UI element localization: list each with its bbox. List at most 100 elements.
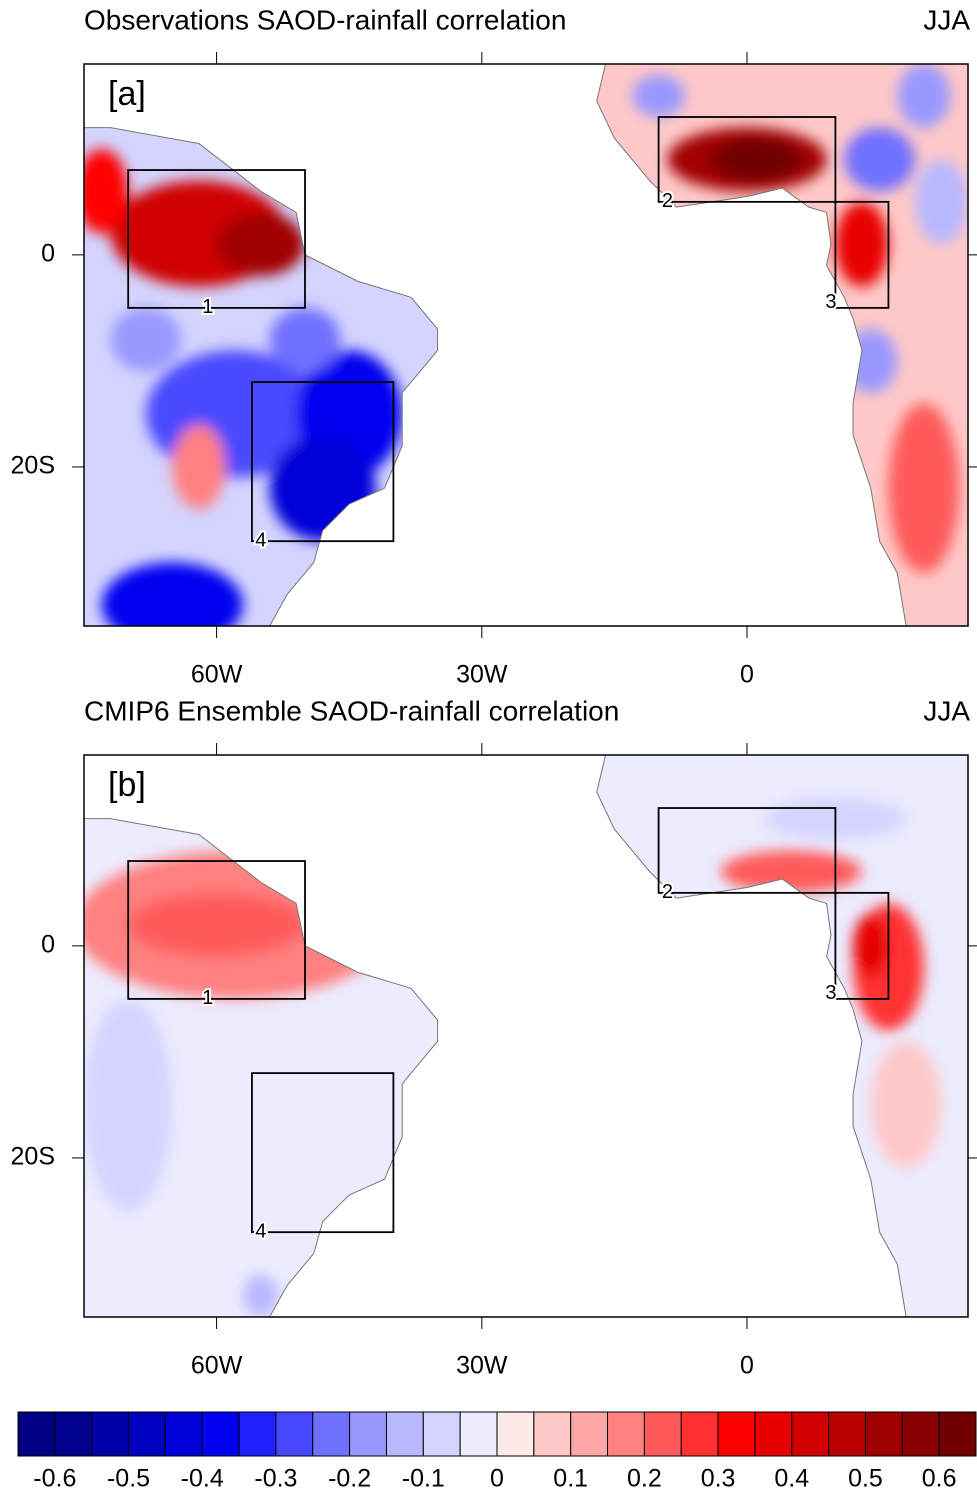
region-box bbox=[251, 1072, 395, 1234]
field-blobs bbox=[632, 64, 968, 573]
y-tick-label: 20S bbox=[11, 452, 55, 480]
season-label: JJA bbox=[923, 4, 970, 35]
colorbar-swatch bbox=[91, 1411, 130, 1457]
colorbar-swatch bbox=[791, 1411, 830, 1457]
colorbar-swatch bbox=[349, 1411, 387, 1457]
region-label: 3 bbox=[825, 982, 836, 1004]
region-label: 4 bbox=[255, 1220, 266, 1242]
colorbar-swatch bbox=[422, 1411, 461, 1457]
colorbar-label: 0.3 bbox=[701, 1465, 736, 1493]
colorbar-swatch bbox=[754, 1411, 793, 1457]
map-panel: CMIP6 Ensemble SAOD-rainfall correlation… bbox=[11, 695, 977, 1380]
x-tick-label: 0 bbox=[740, 661, 754, 689]
colorbar-label: -0.5 bbox=[107, 1465, 150, 1493]
field-blob bbox=[269, 435, 376, 542]
panel-label: [b] bbox=[108, 766, 146, 804]
field-blob bbox=[84, 148, 129, 234]
region-box bbox=[834, 891, 890, 1000]
season-label: JJA bbox=[923, 695, 970, 726]
x-tick-label: 30W bbox=[456, 661, 508, 689]
field-blob bbox=[172, 424, 226, 510]
y-tick-label: 0 bbox=[41, 930, 55, 958]
colorbar-swatch bbox=[54, 1411, 93, 1457]
region-label: 2 bbox=[662, 881, 673, 903]
colorbar-swatch bbox=[164, 1411, 203, 1457]
field-blob bbox=[870, 1041, 942, 1169]
field-blob bbox=[216, 212, 305, 277]
x-tick-label: 0 bbox=[740, 1352, 754, 1380]
map-frame bbox=[83, 754, 969, 1318]
field-blob bbox=[84, 998, 173, 1211]
colorbar-label: 0.2 bbox=[627, 1465, 662, 1493]
region-box bbox=[657, 116, 837, 203]
colorbar-label: -0.3 bbox=[254, 1465, 297, 1493]
field-blob bbox=[632, 74, 686, 118]
colorbar-swatch bbox=[385, 1411, 424, 1457]
coastline bbox=[84, 818, 439, 1317]
colorbar-label: -0.4 bbox=[181, 1465, 224, 1493]
region-label: 1 bbox=[202, 296, 213, 318]
panel-label: [a] bbox=[108, 75, 146, 113]
coastline bbox=[596, 755, 968, 1317]
colorbar-swatch bbox=[496, 1411, 535, 1457]
colorbar-label: -0.1 bbox=[402, 1465, 445, 1493]
colorbar-swatch bbox=[238, 1411, 277, 1457]
region-box bbox=[127, 860, 306, 1000]
region-label: 3 bbox=[825, 291, 836, 313]
colorbar-label: 0.1 bbox=[553, 1465, 588, 1493]
region-box bbox=[251, 381, 395, 543]
colorbar-swatch bbox=[312, 1411, 351, 1457]
field-blob bbox=[853, 914, 889, 978]
colorbar-swatch bbox=[938, 1411, 977, 1457]
colorbar-swatch bbox=[275, 1411, 314, 1457]
field-blob bbox=[128, 892, 305, 957]
field-blob bbox=[835, 201, 889, 287]
colorbar-label: 0 bbox=[490, 1465, 504, 1493]
field-blob bbox=[897, 64, 951, 128]
colorbar-label: 0.6 bbox=[922, 1465, 957, 1493]
field-blob bbox=[711, 138, 801, 181]
field-blob bbox=[101, 562, 244, 626]
colorbar-swatch bbox=[680, 1411, 719, 1457]
field-blob bbox=[844, 127, 915, 192]
region-label: 4 bbox=[255, 529, 266, 551]
y-tick-label: 0 bbox=[41, 239, 55, 267]
field-blob bbox=[110, 307, 182, 372]
colorbar-swatch bbox=[864, 1411, 903, 1457]
colorbar-swatch bbox=[607, 1411, 645, 1457]
region-box bbox=[834, 200, 890, 309]
field-blob bbox=[269, 307, 341, 372]
colorbar-swatch bbox=[17, 1411, 56, 1457]
field-blob bbox=[844, 329, 898, 393]
panel-title: Observations SAOD-rainfall correlation bbox=[84, 4, 566, 35]
coastline bbox=[596, 64, 968, 626]
region-box bbox=[657, 807, 837, 894]
map-frame bbox=[83, 63, 969, 627]
field-blob bbox=[888, 403, 960, 573]
colorbar: -0.6 -0.5 -0.4 -0.3 -0.2 -0.1 0 0.1 0.2 0.3 0.4 0.5… bbox=[17, 1411, 977, 1493]
field-blob bbox=[243, 1274, 279, 1317]
colorbar-label: -0.6 bbox=[33, 1465, 76, 1493]
map-panel: Observations SAOD-rainfall correlation JJ… bbox=[11, 4, 977, 689]
field-blob bbox=[720, 850, 862, 893]
y-tick-label: 20S bbox=[11, 1143, 55, 1171]
field-blob bbox=[914, 159, 968, 245]
colorbar-swatch bbox=[201, 1411, 240, 1457]
colorbar-swatch bbox=[643, 1411, 682, 1457]
panel-title: CMIP6 Ensemble SAOD-rainfall correlation bbox=[84, 695, 619, 726]
region-label: 2 bbox=[662, 190, 673, 212]
colorbar-swatch bbox=[717, 1411, 756, 1457]
colorbar-swatch bbox=[828, 1411, 866, 1457]
colorbar-label: 0.5 bbox=[848, 1465, 883, 1493]
x-tick-label: 60W bbox=[191, 661, 243, 689]
colorbar-swatch bbox=[128, 1411, 166, 1457]
colorbar-swatch bbox=[901, 1411, 940, 1457]
region-box bbox=[127, 169, 306, 309]
colorbar-swatch bbox=[570, 1411, 609, 1457]
region-label: 1 bbox=[202, 987, 213, 1009]
colorbar-swatch bbox=[459, 1411, 498, 1457]
x-tick-label: 30W bbox=[456, 1352, 508, 1380]
colorbar-swatch bbox=[533, 1411, 572, 1457]
colorbar-label: 0.4 bbox=[774, 1465, 809, 1493]
